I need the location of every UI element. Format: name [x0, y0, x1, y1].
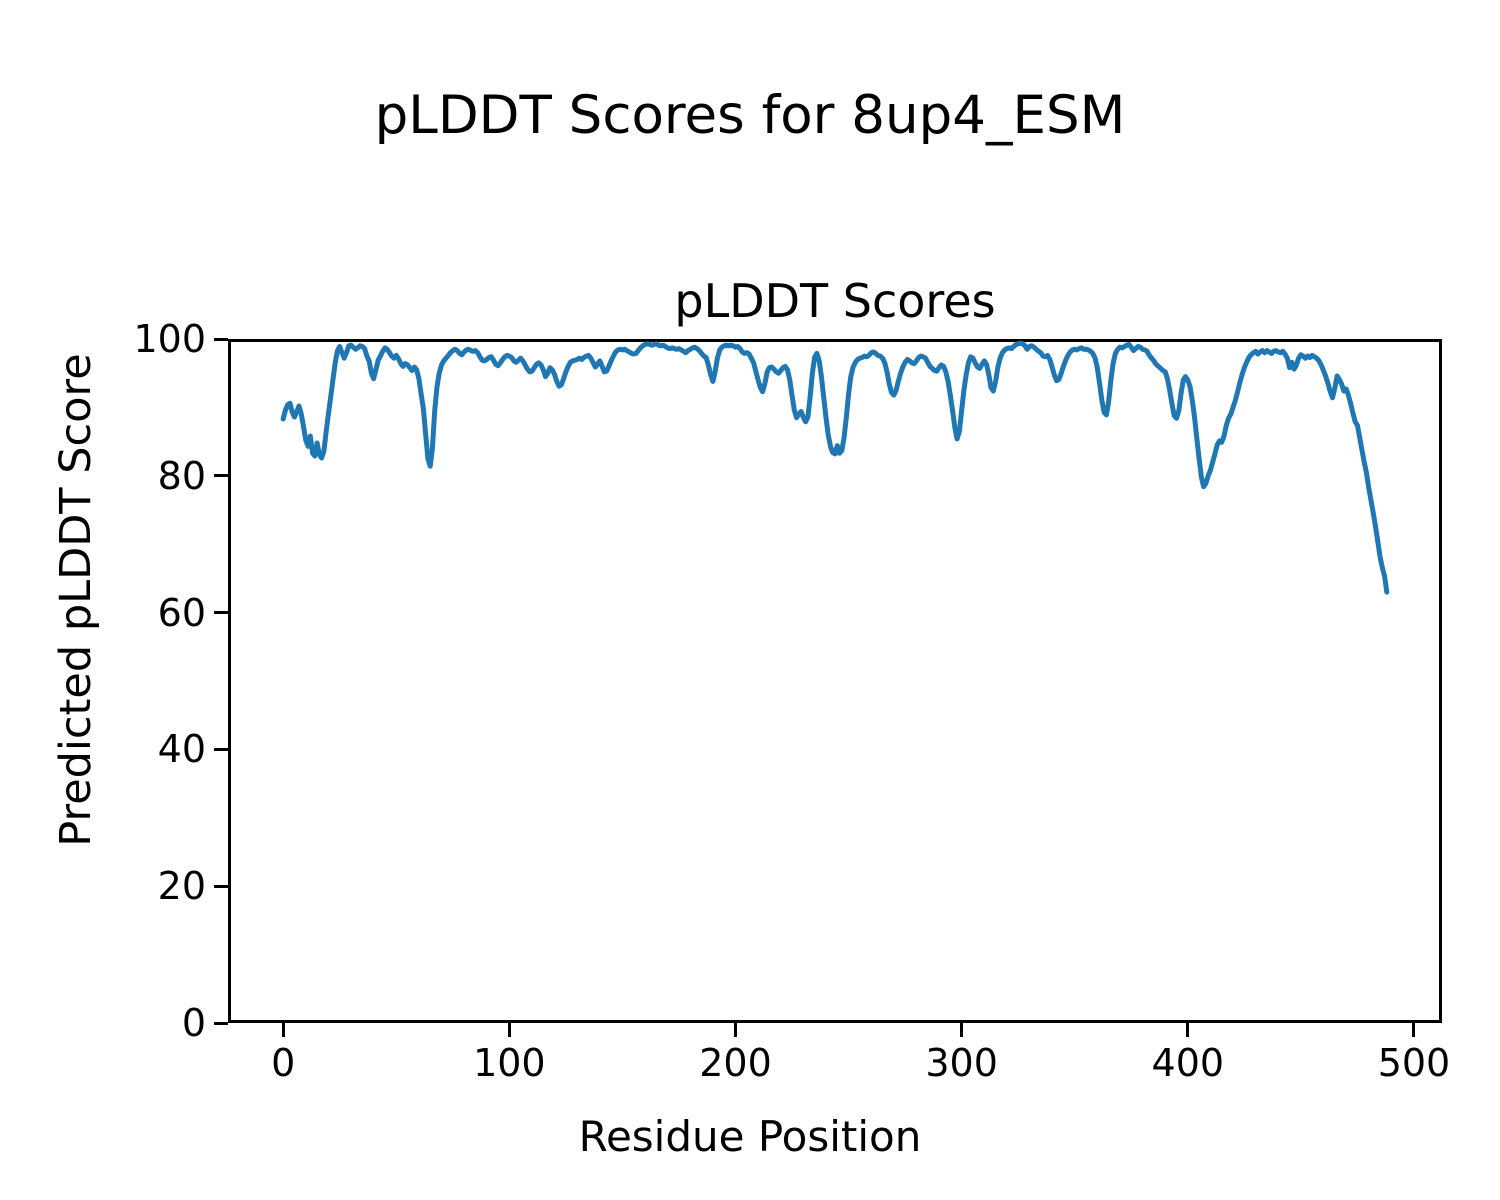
- x-tick-label: 200: [699, 1041, 772, 1085]
- y-tick-mark: [214, 747, 228, 751]
- plddt-line-series: [280, 340, 1390, 595]
- x-axis-label: Residue Position: [578, 1112, 922, 1161]
- y-tick-label: 80: [157, 453, 206, 498]
- x-tick-mark: [733, 1023, 737, 1037]
- y-tick-mark: [214, 884, 228, 888]
- x-tick-label: 400: [1151, 1041, 1225, 1085]
- x-tick-mark: [507, 1023, 511, 1037]
- y-tick-mark: [214, 611, 228, 615]
- x-tick-mark: [1412, 1023, 1416, 1037]
- y-tick-label: 100: [133, 317, 206, 361]
- y-tick-label: 0: [181, 1001, 206, 1045]
- x-tick-label: 300: [925, 1041, 998, 1085]
- y-axis-label: Predicted pLDDT Score: [51, 353, 101, 847]
- y-tick-label: 60: [157, 590, 206, 635]
- x-tick-label: 100: [473, 1041, 546, 1085]
- x-tick-label: 0: [271, 1041, 296, 1085]
- y-tick-label: 40: [157, 727, 206, 772]
- axes-title: pLDDT Scores: [674, 274, 996, 328]
- x-tick-label: 500: [1377, 1041, 1451, 1085]
- x-tick-mark: [960, 1023, 964, 1037]
- y-tick-mark: [214, 474, 228, 478]
- x-tick-mark: [1186, 1023, 1190, 1037]
- y-tick-mark: [214, 337, 228, 341]
- x-tick-mark: [281, 1023, 285, 1037]
- y-tick-label: 20: [157, 864, 206, 909]
- plddt-line-chart: [280, 340, 1390, 595]
- figure-suptitle: pLDDT Scores for 8up4_ESM: [374, 85, 1126, 146]
- y-tick-mark: [214, 1021, 228, 1025]
